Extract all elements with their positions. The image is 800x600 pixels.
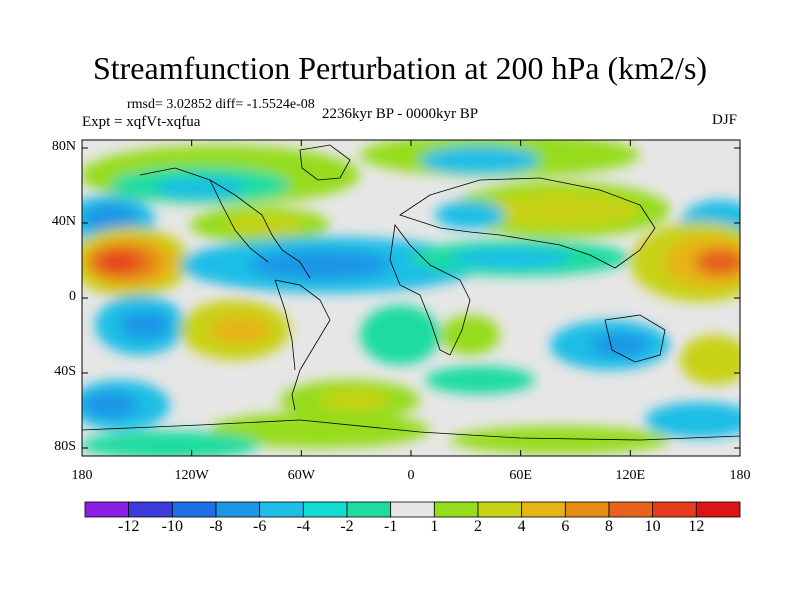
colorbar-label: 4 xyxy=(517,518,526,535)
colorbar-label: 12 xyxy=(688,518,705,535)
coastline-eurasia xyxy=(399,177,656,269)
contour-blob xyxy=(82,204,138,232)
coastline-north-america-west xyxy=(209,179,269,263)
contour-blob xyxy=(450,248,570,268)
colorbar-swatch xyxy=(215,501,261,518)
contour-blob xyxy=(155,178,245,198)
contour-blob xyxy=(425,366,535,394)
colorbar-swatch xyxy=(259,501,304,518)
lat-tick-label: 80S xyxy=(54,439,76,454)
contour-blob xyxy=(225,215,305,235)
coastline-australia xyxy=(604,314,666,363)
colorbar-label: -4 xyxy=(296,518,310,535)
colorbar-label: -8 xyxy=(209,518,223,535)
colorbar-label: 2 xyxy=(474,518,482,535)
lon-tick-label: 0 xyxy=(407,468,415,483)
contour-blob xyxy=(250,250,390,280)
contour-blob xyxy=(435,201,505,229)
colorbar-swatch xyxy=(302,501,348,518)
contour-blob xyxy=(210,316,270,344)
contour-blob xyxy=(590,333,650,357)
colorbar-swatch xyxy=(477,501,523,518)
contour-blob xyxy=(320,390,390,410)
contour-blob xyxy=(120,311,170,339)
contour-blob xyxy=(210,412,430,448)
contour-blob xyxy=(645,402,740,438)
colorbar-swatch xyxy=(652,501,697,518)
colorbar-swatch xyxy=(128,501,173,518)
coastline-south-america-west xyxy=(274,279,296,371)
coastline-north-america xyxy=(139,167,311,279)
coastline-africa xyxy=(389,223,471,356)
contour-blob xyxy=(450,426,670,454)
lon-tick-label: 180 xyxy=(729,468,751,483)
contour-blob xyxy=(102,254,134,270)
coastline-south-america xyxy=(274,279,331,411)
experiment-label: Expt = xqfVt-xqfua xyxy=(82,114,201,130)
colorbar-label: -10 xyxy=(161,518,183,535)
contour-blob xyxy=(82,391,138,419)
colorbar-label: -6 xyxy=(252,518,267,535)
colorbar-label: -12 xyxy=(117,518,140,535)
contour-blob xyxy=(695,248,740,276)
colorbar-swatch xyxy=(608,501,654,518)
colorbar-swatch xyxy=(171,501,217,518)
lat-tick-label: 40S xyxy=(54,364,76,379)
contour-blob xyxy=(82,431,260,456)
colorbar-swatch xyxy=(564,501,610,518)
contour-blob xyxy=(480,192,640,228)
season-label: DJF xyxy=(712,112,738,128)
colorbar-swatch xyxy=(695,501,741,518)
colorbar-swatch xyxy=(433,501,479,518)
colorbar-label: 10 xyxy=(644,518,661,535)
tick-marks xyxy=(81,140,741,456)
lon-tick-label: 180 xyxy=(71,468,93,483)
colorbar-label: -2 xyxy=(340,518,354,535)
coastline-antarctica xyxy=(82,419,740,441)
colorbar-label: 6 xyxy=(561,518,570,535)
colorbar-swatch xyxy=(390,501,435,518)
colorbar-swatch xyxy=(84,501,130,518)
stats-text: rmsd= 3.02852 diff= -1.5524e-08 xyxy=(127,97,315,112)
lon-tick-label: 120E xyxy=(615,468,646,483)
contour-field xyxy=(82,140,740,456)
chart-title: Streamfunction Perturbation at 200 hPa (… xyxy=(92,50,708,86)
period-label: 2236kyr BP - 0000kyr BP xyxy=(322,106,479,122)
contour-blob xyxy=(680,335,740,385)
lat-tick-label: 40N xyxy=(51,214,76,229)
colorbar-swatch xyxy=(521,501,566,518)
colorbar-label: 8 xyxy=(605,518,613,535)
lat-tick-label: 80N xyxy=(51,139,76,154)
lon-tick-label: 120W xyxy=(174,468,209,483)
lon-tick-label: 60E xyxy=(509,468,532,483)
colorbar-label: 1 xyxy=(430,518,439,535)
lon-tick-label: 60W xyxy=(287,468,315,483)
coastline-greenland xyxy=(299,144,351,181)
lat-tick-label: 0 xyxy=(69,289,76,304)
coastlines xyxy=(82,144,740,441)
colorbar-swatch xyxy=(346,501,392,518)
contour-blob xyxy=(360,305,440,365)
colorbar-label: -1 xyxy=(383,518,398,535)
contour-blob xyxy=(440,315,500,355)
colorbar xyxy=(84,501,741,518)
contour-blob xyxy=(420,146,540,174)
